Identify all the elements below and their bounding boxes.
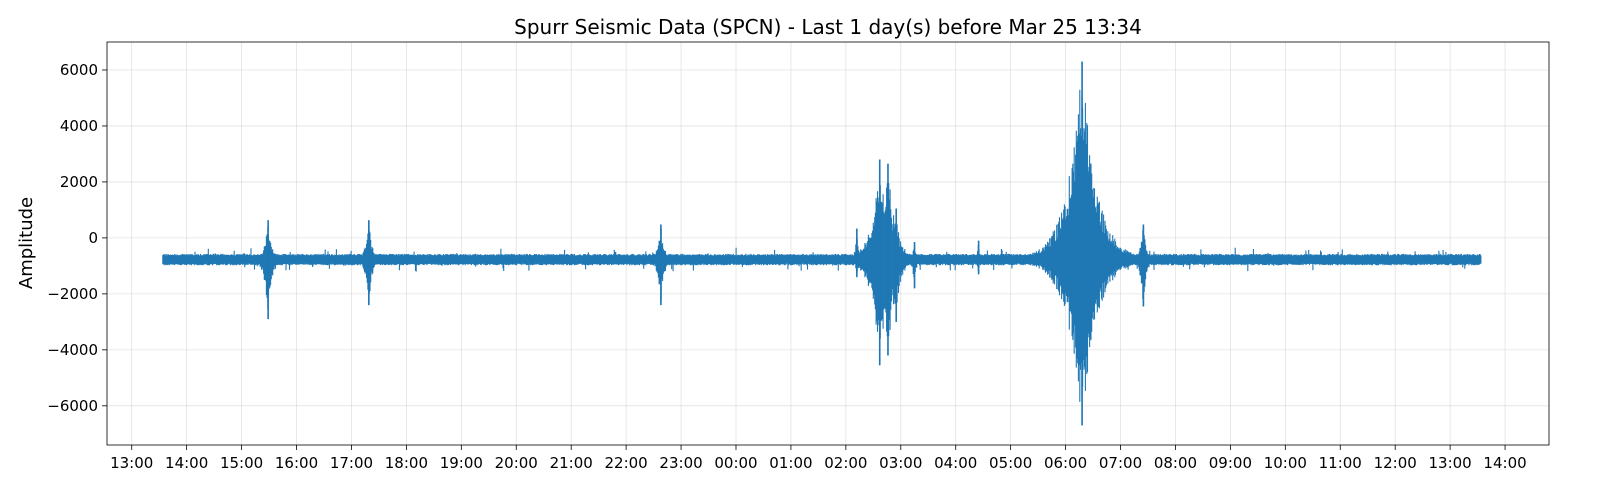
- x-tick-label: 03:00: [879, 454, 922, 472]
- y-tick-label: 0: [88, 229, 98, 247]
- x-tick-label: 13:00: [110, 454, 153, 472]
- y-axis-label: Amplitude: [16, 197, 37, 289]
- x-tick-label: 18:00: [385, 454, 428, 472]
- plot-frame: [106, 41, 1550, 446]
- x-tick-label: 17:00: [330, 454, 373, 472]
- x-tick-label: 12:00: [1374, 454, 1417, 472]
- x-tick-label: 07:00: [1099, 454, 1142, 472]
- y-tick-label: 6000: [60, 61, 98, 79]
- x-tick-label: 02:00: [824, 454, 867, 472]
- x-tick-label: 08:00: [1154, 454, 1197, 472]
- x-tick-label: 14:00: [165, 454, 208, 472]
- seismic-trace: [162, 61, 1482, 426]
- y-axis: −6000 −4000 −2000 0 2000 4000 6000: [47, 61, 107, 415]
- x-tick-label: 16:00: [275, 454, 318, 472]
- y-tick-label: −2000: [47, 285, 98, 303]
- x-tick-label: 04:00: [934, 454, 977, 472]
- chart-title: Spurr Seismic Data (SPCN) - Last 1 day(s…: [514, 15, 1142, 39]
- x-tick-label: 20:00: [495, 454, 538, 472]
- x-tick-label: 01:00: [769, 454, 812, 472]
- x-tick-label: 14:00: [1483, 454, 1526, 472]
- x-tick-label: 00:00: [714, 454, 757, 472]
- x-tick-label: 23:00: [659, 454, 702, 472]
- x-axis: 13:00 14:00 15:00 16:00 17:00 18:00 19:00 20:00…: [110, 445, 1527, 472]
- x-tick-label: 09:00: [1209, 454, 1252, 472]
- x-tick-label: 05:00: [989, 454, 1032, 472]
- x-tick-label: 11:00: [1319, 454, 1362, 472]
- x-tick-label: 06:00: [1044, 454, 1087, 472]
- y-tick-label: 2000: [60, 173, 98, 191]
- x-tick-label: 10:00: [1264, 454, 1307, 472]
- x-tick-label: 13:00: [1429, 454, 1472, 472]
- y-tick-label: 4000: [60, 117, 98, 135]
- y-tick-label: −6000: [47, 397, 98, 415]
- grid-lines: [107, 42, 1549, 445]
- x-tick-label: 19:00: [440, 454, 483, 472]
- x-tick-label: 21:00: [550, 454, 593, 472]
- x-tick-label: 15:00: [220, 454, 263, 472]
- series-line: [162, 61, 1482, 426]
- y-tick-label: −4000: [47, 341, 98, 359]
- x-tick-label: 22:00: [605, 454, 648, 472]
